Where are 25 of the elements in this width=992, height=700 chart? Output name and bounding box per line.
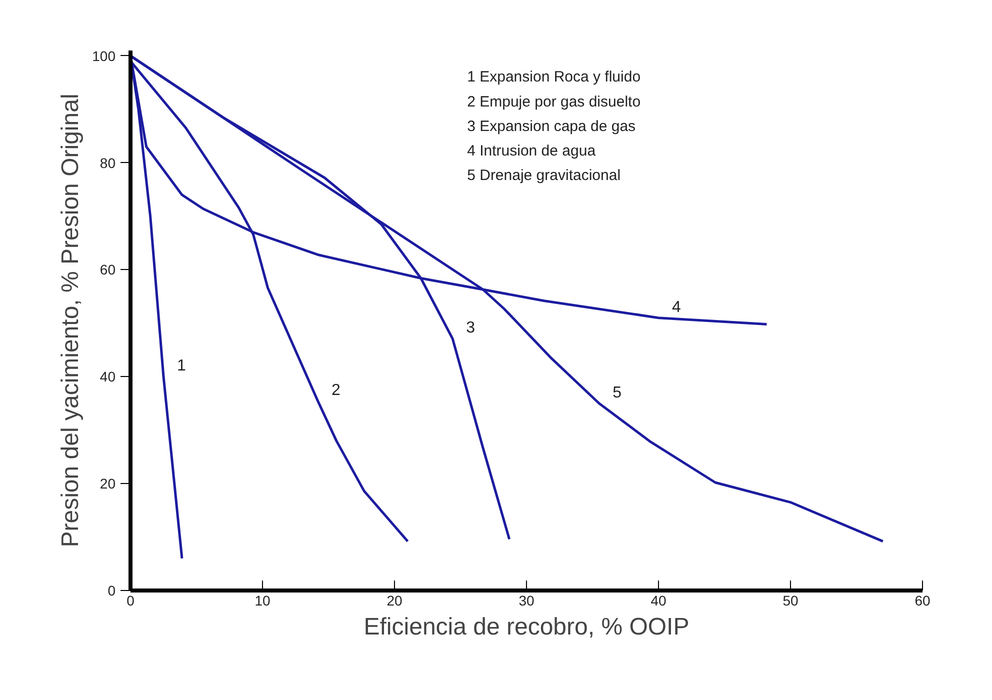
x-tick-label: 20 <box>386 592 402 608</box>
y-tick-label: 20 <box>100 476 116 492</box>
x-tick-label: 30 <box>518 592 534 608</box>
annotation: 2 Empuje por gas disuelto <box>467 93 641 110</box>
annotation: 4 Intrusion de agua <box>467 142 596 160</box>
y-tick-label: 80 <box>100 154 116 171</box>
y-axis-title: Presion del yacimiento, % Presion Original <box>57 94 84 548</box>
y-tick-label: 40 <box>100 368 116 385</box>
annotation: 3 <box>466 320 476 337</box>
annotation: 1 <box>177 358 186 375</box>
y-tick-label: 60 <box>100 262 116 278</box>
x-tick-label: 0 <box>126 592 135 608</box>
x-axis-title: Eficiencia de recobro, % OOIP <box>364 614 690 640</box>
annotation: 2 <box>331 382 340 400</box>
annotation: 5 <box>612 384 622 402</box>
annotation: 1 Expansion Roca y fluido <box>467 68 641 86</box>
x-tick-label: 50 <box>782 592 798 608</box>
annotation: 3 Expansion capa de gas <box>467 118 636 135</box>
annotation: 4 <box>672 298 682 316</box>
x-tick-label: 10 <box>254 592 270 608</box>
annotation: 5 Drenaje gravitacional <box>467 167 621 184</box>
x-tick-label: 60 <box>914 592 930 608</box>
x-tick-label: 40 <box>650 592 666 608</box>
y-tick-label: 100 <box>92 48 116 64</box>
y-tick-label: 0 <box>108 582 116 598</box>
